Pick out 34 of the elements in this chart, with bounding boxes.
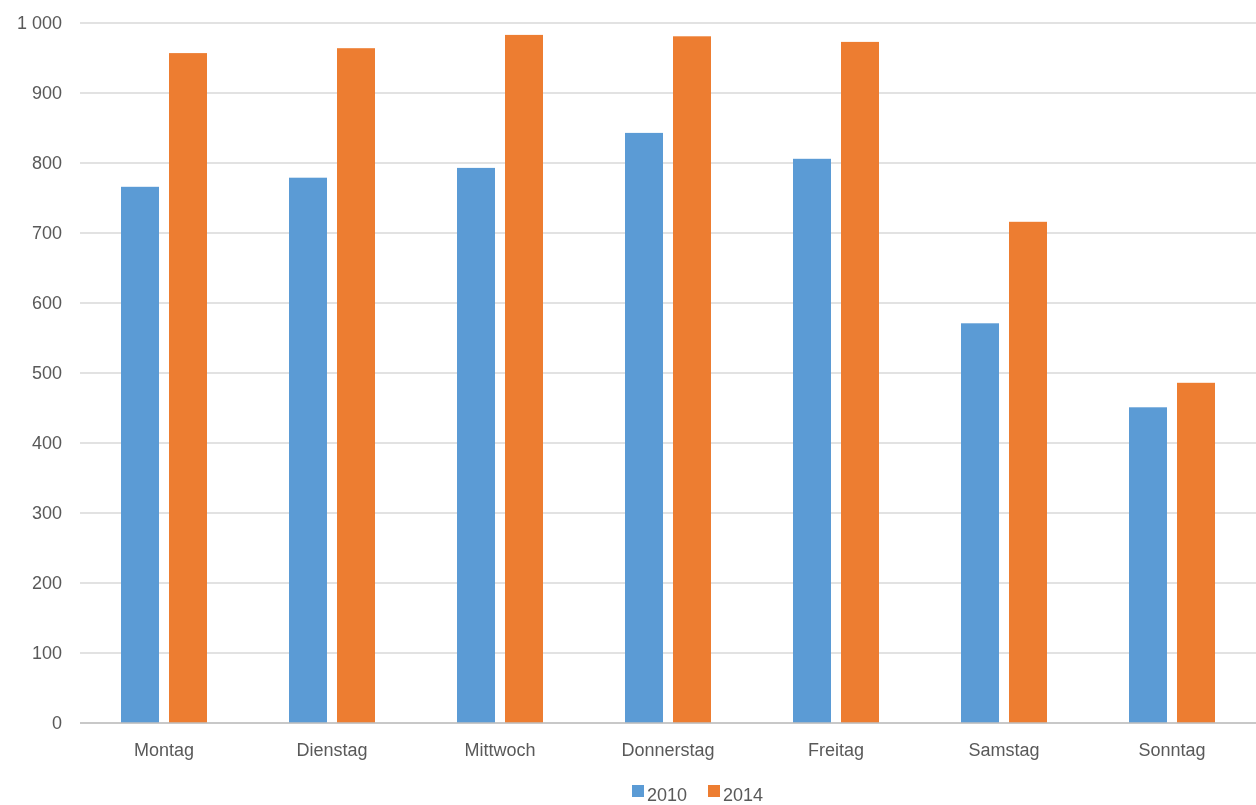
x-tick-label: Samstag [968, 740, 1040, 760]
x-tick-label: Freitag [807, 740, 865, 760]
bar [793, 158, 831, 723]
y-tick-label: 900 [31, 83, 62, 104]
bar [1009, 221, 1047, 723]
bar [337, 48, 375, 723]
bar [1177, 382, 1215, 723]
y-tick-label: 700 [31, 223, 62, 244]
bar [1129, 407, 1167, 723]
y-tick-label: 500 [31, 363, 62, 384]
y-tick-label: 400 [31, 433, 62, 454]
bar [673, 36, 711, 723]
bar [457, 167, 495, 723]
legend-label: 2010 [647, 785, 688, 805]
x-tick-label: Mittwoch [464, 740, 536, 760]
y-tick-label: 200 [31, 573, 62, 594]
bar [625, 132, 663, 723]
bar [121, 186, 159, 723]
bar [841, 41, 879, 723]
y-tick-label: 800 [31, 153, 62, 174]
y-tick-label: 100 [31, 643, 62, 664]
y-tick-label: 1 000 [16, 13, 62, 34]
x-tick-label: Dienstag [296, 740, 368, 760]
x-tick-label: Donnerstag [621, 740, 715, 760]
y-tick-label: 0 [51, 713, 62, 734]
y-tick-label: 600 [31, 293, 62, 314]
bar [961, 323, 999, 723]
y-tick-label: 300 [31, 503, 62, 524]
bar [169, 53, 207, 723]
x-tick-label: Montag [133, 740, 195, 760]
bar [289, 177, 327, 723]
bar [505, 34, 543, 723]
x-tick-label: Sonntag [1138, 740, 1206, 760]
legend-label: 2014 [723, 785, 764, 805]
